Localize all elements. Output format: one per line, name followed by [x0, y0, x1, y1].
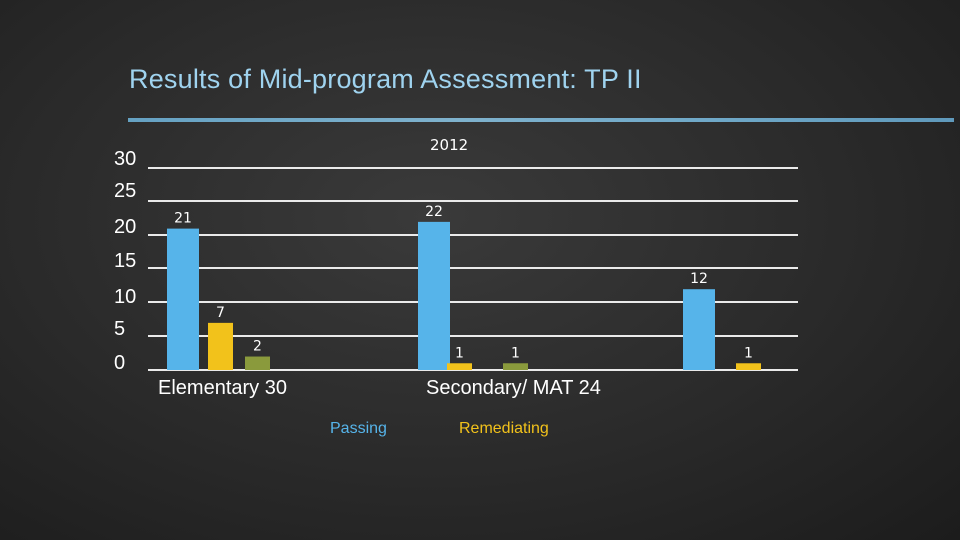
- bar-passing: [683, 289, 715, 370]
- bar-series-3: [245, 356, 270, 370]
- y-tick-label: 15: [114, 250, 136, 272]
- bar-passing: [167, 228, 199, 370]
- y-tick-label: 25: [114, 180, 136, 202]
- data-label: 22: [425, 204, 443, 220]
- legend-item: Remediating: [459, 420, 549, 437]
- data-label: 1: [455, 345, 464, 361]
- title-underline: [128, 118, 954, 122]
- data-label: 1: [744, 345, 753, 361]
- category-label: Elementary 30: [158, 377, 287, 399]
- data-label: 21: [174, 211, 192, 227]
- data-label: 7: [216, 305, 225, 321]
- y-tick-label: 30: [114, 148, 136, 170]
- bar-remediating: [447, 363, 472, 370]
- slide-title: Results of Mid-program Assessment: TP II: [129, 64, 642, 94]
- y-tick-label: 5: [114, 318, 125, 340]
- series-title: 2012: [430, 136, 468, 154]
- bar-series-3: [503, 363, 528, 370]
- bar-remediating: [736, 363, 761, 370]
- bar-passing: [418, 221, 450, 370]
- bar-remediating: [208, 322, 233, 370]
- y-tick-label: 20: [114, 216, 136, 238]
- data-label: 12: [690, 271, 708, 287]
- legend-item: Passing: [330, 420, 387, 437]
- category-label: Secondary/ MAT 24: [426, 377, 601, 399]
- data-label: 2: [253, 339, 262, 355]
- data-label: 1: [511, 345, 520, 361]
- y-tick-label: 10: [114, 286, 136, 308]
- y-tick-label: 0: [114, 352, 125, 374]
